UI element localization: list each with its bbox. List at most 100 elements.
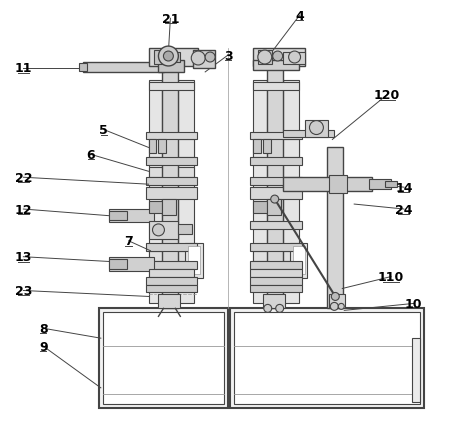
Text: 22: 22	[15, 171, 32, 184]
Bar	[249, 178, 301, 186]
Circle shape	[330, 293, 339, 301]
Bar	[148, 49, 198, 67]
Bar	[230, 309, 423, 408]
Circle shape	[257, 51, 271, 65]
Bar	[109, 212, 126, 220]
Bar	[343, 178, 371, 192]
Circle shape	[263, 305, 271, 313]
Bar	[252, 61, 298, 71]
Bar	[145, 243, 197, 251]
Bar	[327, 148, 342, 309]
Text: 3: 3	[223, 49, 232, 62]
Text: 12: 12	[15, 203, 32, 216]
Text: 5: 5	[99, 124, 108, 137]
Circle shape	[152, 225, 164, 236]
Bar	[252, 140, 298, 158]
Bar	[252, 81, 266, 304]
Bar	[234, 313, 419, 404]
Bar	[148, 140, 194, 158]
Circle shape	[309, 121, 323, 135]
Bar	[148, 201, 162, 213]
Bar	[170, 53, 180, 63]
Bar	[368, 180, 390, 190]
Bar	[249, 243, 301, 251]
Text: 23: 23	[15, 284, 32, 297]
Bar	[411, 338, 419, 402]
Bar	[148, 140, 156, 154]
Bar	[145, 277, 197, 285]
Text: 24: 24	[394, 203, 412, 216]
Bar	[257, 51, 271, 65]
Bar	[79, 64, 87, 72]
Bar	[249, 188, 301, 200]
Bar	[249, 261, 301, 269]
Bar	[249, 222, 301, 229]
Bar	[188, 246, 200, 274]
Bar	[83, 63, 164, 73]
Bar	[252, 201, 266, 213]
Bar	[252, 251, 298, 261]
Bar	[154, 51, 168, 65]
Bar	[145, 261, 197, 269]
Bar	[103, 313, 224, 404]
Bar	[282, 53, 304, 65]
Bar	[289, 243, 307, 278]
Bar	[193, 51, 215, 69]
Bar	[148, 83, 194, 91]
Circle shape	[158, 47, 178, 67]
Text: 8: 8	[39, 322, 47, 335]
Bar	[282, 178, 334, 192]
Circle shape	[270, 196, 278, 204]
Text: 13: 13	[15, 250, 32, 264]
Text: 4: 4	[295, 10, 303, 23]
Bar	[304, 120, 328, 138]
Bar	[145, 158, 197, 166]
Text: 7: 7	[124, 235, 133, 248]
Bar	[158, 295, 180, 309]
Bar	[249, 269, 301, 277]
Bar	[262, 140, 270, 154]
Text: 6: 6	[86, 149, 95, 161]
Bar	[158, 140, 166, 154]
Bar	[145, 132, 197, 140]
Circle shape	[330, 303, 337, 311]
Bar	[282, 81, 298, 304]
Bar	[252, 49, 304, 67]
Bar	[292, 246, 304, 274]
Bar	[252, 140, 260, 154]
Bar	[162, 200, 176, 216]
Text: 14: 14	[394, 181, 412, 194]
Circle shape	[163, 52, 173, 62]
Bar	[249, 158, 301, 166]
Bar	[384, 182, 396, 188]
Bar	[266, 53, 282, 309]
Circle shape	[275, 305, 283, 313]
Bar	[252, 83, 298, 91]
Text: 10: 10	[404, 297, 422, 310]
Bar	[249, 132, 301, 140]
Bar	[145, 188, 197, 200]
Bar	[185, 243, 203, 278]
Text: 120: 120	[373, 89, 399, 102]
Bar	[109, 257, 153, 271]
Circle shape	[288, 52, 300, 64]
Bar	[148, 168, 194, 178]
Bar	[178, 225, 192, 234]
Bar	[148, 222, 178, 239]
Bar	[145, 285, 197, 293]
Bar	[109, 259, 126, 269]
Bar	[178, 81, 194, 304]
Bar	[145, 178, 197, 186]
Bar	[109, 210, 153, 222]
Bar	[262, 295, 284, 309]
Circle shape	[205, 53, 215, 63]
Bar	[329, 295, 345, 309]
Circle shape	[272, 52, 282, 62]
Bar	[282, 130, 334, 138]
Text: 11: 11	[15, 62, 32, 75]
Bar	[266, 200, 280, 216]
Bar	[329, 176, 347, 194]
Circle shape	[337, 304, 343, 310]
Text: 9: 9	[39, 340, 47, 353]
Bar	[158, 61, 184, 73]
